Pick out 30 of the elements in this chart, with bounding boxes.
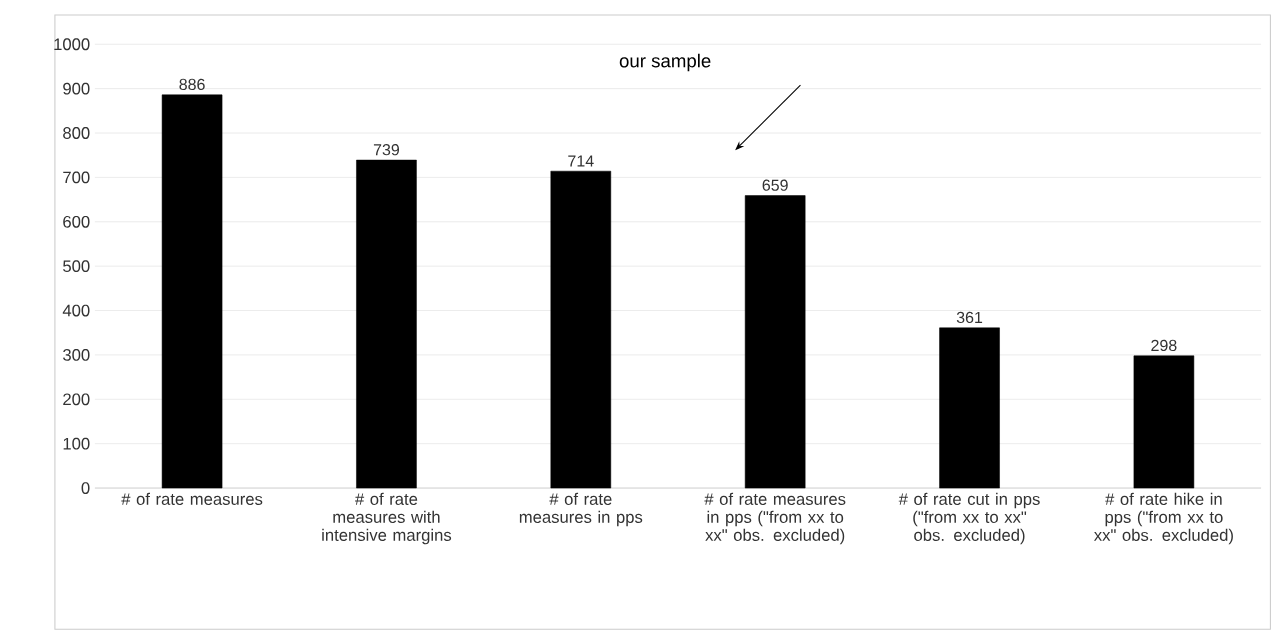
x-tick-label: # of rate cut in pps ("from xx to xx" obs. excluded) bbox=[898, 492, 1040, 545]
y-tick-label: 700 bbox=[63, 171, 90, 184]
y-tick-label: 100 bbox=[63, 437, 90, 450]
x-tick-label: # of rate measures with intensive margins bbox=[322, 492, 452, 545]
y-tick-label: 0 bbox=[81, 482, 90, 494]
y-tick-label: 500 bbox=[63, 260, 90, 272]
y-tick-label: 600 bbox=[63, 215, 90, 228]
x-tick-label: # of rate measures in pps bbox=[519, 492, 643, 527]
x-tick-label: # of rate hike in pps ("from xx to xx" obs. excluded) bbox=[1094, 492, 1233, 545]
y-tick-label: 900 bbox=[63, 82, 90, 95]
data-label: 886 bbox=[179, 78, 205, 90]
y-tick-label: 300 bbox=[63, 348, 90, 361]
bar bbox=[1133, 355, 1195, 489]
data-label: 298 bbox=[1151, 339, 1177, 351]
bar bbox=[161, 94, 223, 489]
y-tick-label: 1000 bbox=[54, 38, 90, 51]
bar bbox=[550, 170, 612, 489]
x-tick-label: # of rate measures in pps ("from xx to xx" obs. excluded) bbox=[704, 492, 846, 545]
annotation: our sample bbox=[619, 53, 711, 72]
x-tick-label: # of rate measures bbox=[121, 492, 263, 505]
bar bbox=[939, 327, 1000, 489]
data-label: 714 bbox=[568, 155, 594, 167]
bar bbox=[356, 159, 417, 489]
data-label: 659 bbox=[762, 179, 788, 191]
y-tick-label: 800 bbox=[63, 127, 90, 139]
bar bbox=[744, 195, 806, 489]
data-label: 361 bbox=[956, 311, 983, 323]
y-tick-label: 200 bbox=[63, 393, 90, 406]
y-tick-label: 400 bbox=[62, 304, 90, 317]
data-label: 739 bbox=[373, 143, 400, 156]
